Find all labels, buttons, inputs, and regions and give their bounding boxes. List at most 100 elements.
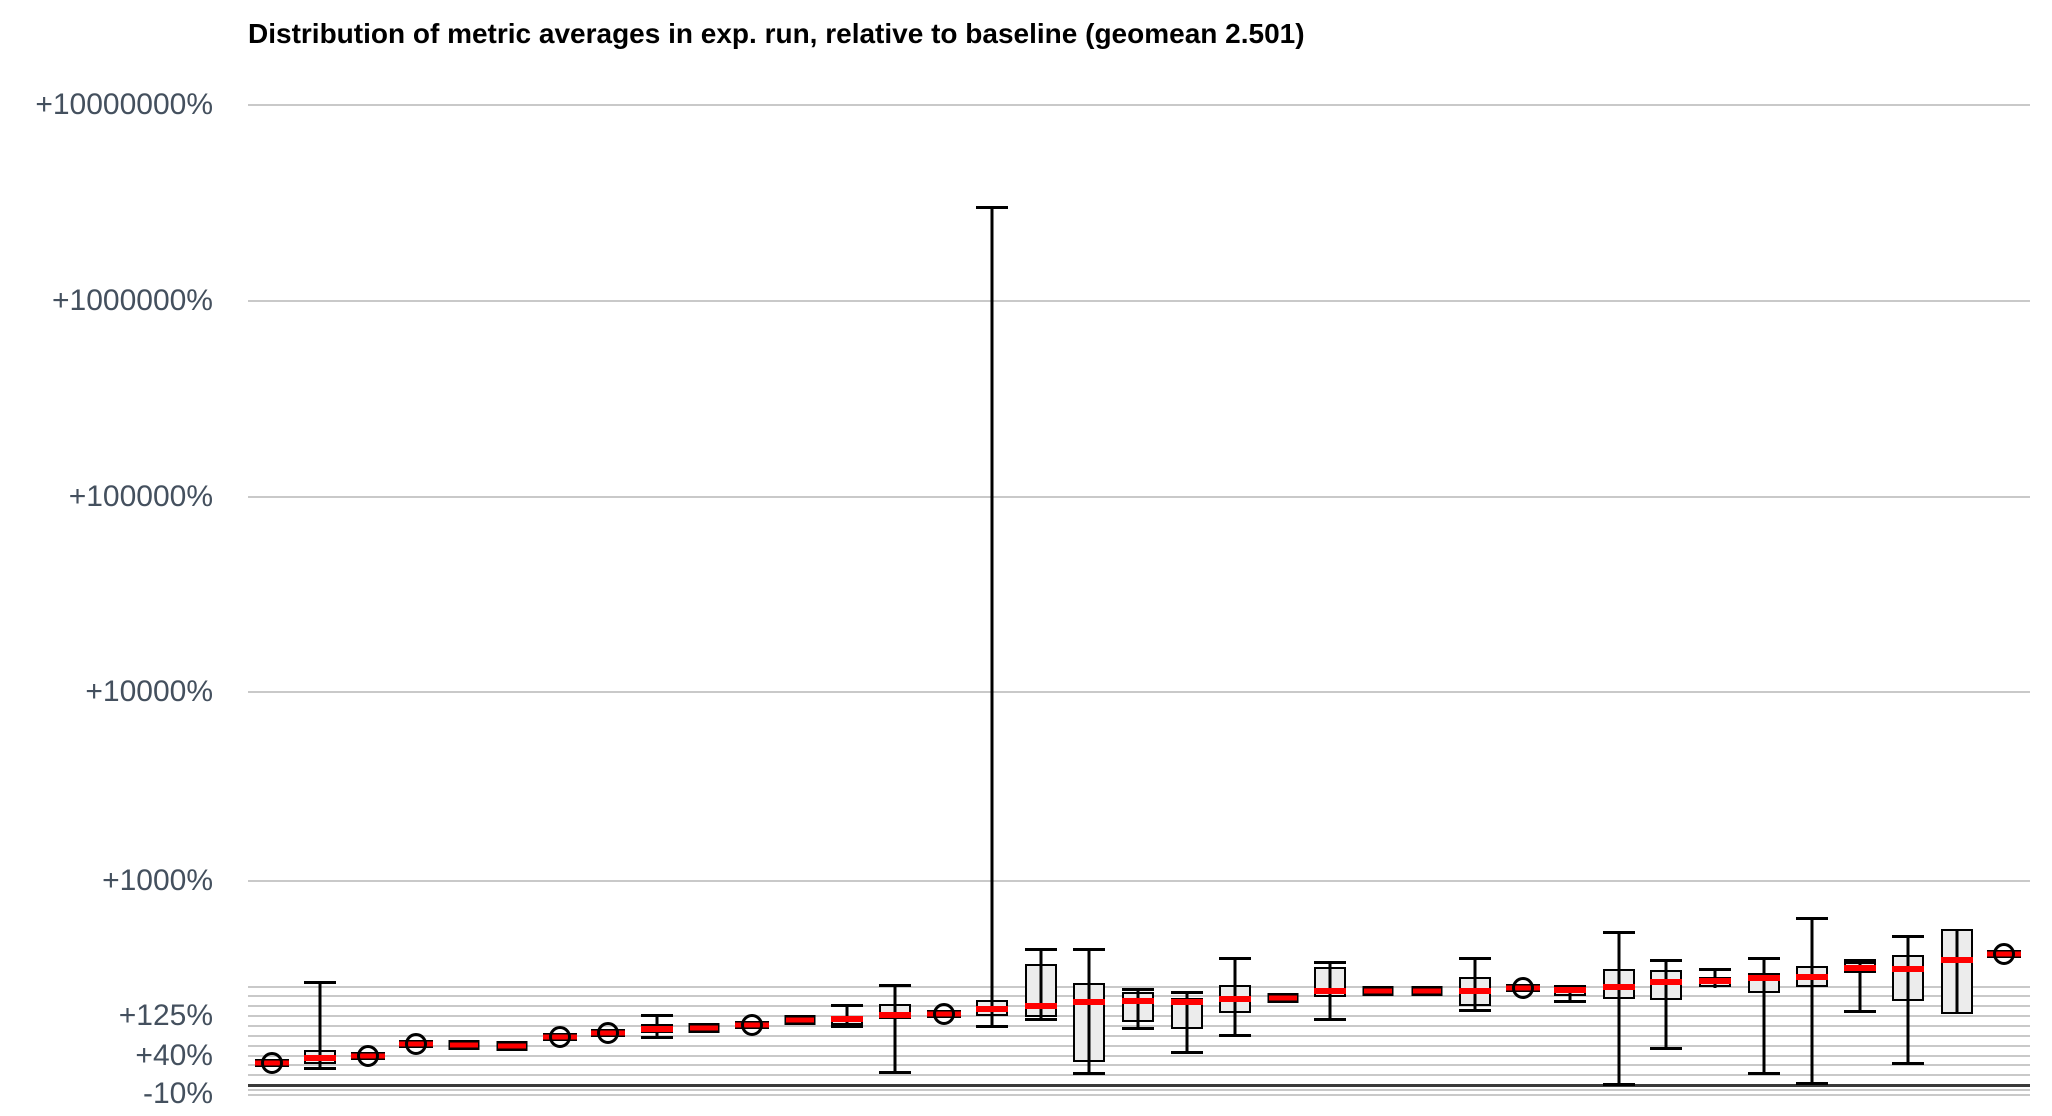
whisker-cap-top <box>1796 917 1828 921</box>
median-line <box>1603 984 1635 991</box>
median-line <box>1796 973 1828 980</box>
median-line <box>1025 1002 1057 1009</box>
whisker-line <box>1185 992 1189 1053</box>
median-line <box>1699 977 1731 984</box>
whisker-cap-top <box>641 1014 673 1018</box>
gridline <box>248 1034 2030 1037</box>
gridline <box>248 1054 2030 1057</box>
y-tick-label: +100000% <box>68 479 213 513</box>
whisker-cap-top <box>1650 958 1682 962</box>
median-line <box>1269 995 1297 1001</box>
median-line <box>1941 957 1973 964</box>
whisker-line <box>1664 960 1668 1049</box>
point-marker <box>1512 977 1534 1000</box>
whisker-cap-bottom <box>1554 999 1586 1003</box>
whisker-cap-bottom <box>879 1070 911 1074</box>
y-tick-label: +1000000% <box>52 283 213 317</box>
whisker-cap-bottom <box>641 1036 673 1040</box>
whisker-cap-top <box>304 980 336 984</box>
point-marker <box>597 1022 619 1045</box>
whisker-line <box>1617 932 1621 1085</box>
whisker-cap-top <box>1699 967 1731 971</box>
gridline <box>248 879 2030 882</box>
whisker-cap-bottom <box>1219 1034 1251 1038</box>
whisker-cap-top <box>1844 958 1876 962</box>
whisker-cap-bottom <box>976 1025 1008 1029</box>
whisker-cap-bottom <box>1603 1082 1635 1086</box>
gridline <box>248 1093 2030 1096</box>
median-line <box>641 1026 673 1033</box>
median-line <box>1364 988 1392 994</box>
whisker-line <box>1858 960 1862 1012</box>
whisker-cap-bottom <box>1844 1010 1876 1014</box>
gridline <box>248 1064 2030 1067</box>
median-line <box>304 1055 336 1062</box>
median-line <box>976 1006 1008 1013</box>
gridline <box>248 985 2030 988</box>
whisker-line <box>1955 929 1959 1015</box>
whisker-cap-top <box>1603 930 1635 934</box>
whisker-cap-top <box>1171 990 1203 994</box>
median-line <box>1892 966 1924 973</box>
whisker-cap-bottom <box>1122 1026 1154 1030</box>
median-line <box>1650 979 1682 986</box>
whisker-cap-top <box>1073 948 1105 952</box>
whisker-cap-bottom <box>1650 1047 1682 1051</box>
whisker-cap-bottom <box>304 1066 336 1070</box>
median-line <box>498 1043 526 1049</box>
whisker-cap-top <box>831 1004 863 1008</box>
whisker-line <box>1473 958 1477 1011</box>
point-marker <box>405 1032 427 1055</box>
whisker-cap-bottom <box>1892 1061 1924 1065</box>
whisker-cap-top <box>1748 956 1780 960</box>
median-line <box>879 1012 911 1019</box>
whisker-cap-bottom <box>1171 1051 1203 1055</box>
y-tick-label: +10000% <box>85 675 213 709</box>
median-line <box>450 1042 478 1048</box>
whisker-line <box>990 207 994 1027</box>
whisker-cap-bottom <box>831 1025 863 1029</box>
median-line <box>1459 987 1491 994</box>
median-line <box>1748 974 1780 981</box>
median-line <box>831 1016 863 1023</box>
median-line <box>1314 987 1346 994</box>
chart-title: Distribution of metric averages in exp. … <box>248 18 1305 49</box>
whisker-cap-bottom <box>1748 1072 1780 1076</box>
point-marker <box>261 1051 283 1074</box>
gridline <box>248 103 2030 106</box>
median-line <box>1171 999 1203 1006</box>
whisker-cap-bottom <box>1025 1017 1057 1021</box>
whisker-cap-top <box>879 984 911 988</box>
point-marker <box>741 1014 763 1037</box>
whisker-cap-top <box>1025 947 1057 951</box>
median-line <box>1413 988 1441 994</box>
whisker-line <box>893 985 897 1073</box>
whisker-line <box>1039 949 1043 1020</box>
median-line <box>1844 965 1876 972</box>
gridline <box>248 495 2030 498</box>
whisker-line <box>1087 949 1091 1074</box>
whisker-cap-bottom <box>1073 1072 1105 1076</box>
gridline <box>248 691 2030 694</box>
gridline <box>248 1074 2030 1077</box>
whisker-line <box>1906 936 1910 1064</box>
zero-baseline <box>248 1083 2030 1087</box>
median-line <box>786 1017 814 1023</box>
y-tick-label: +1000% <box>102 863 213 897</box>
gridline <box>248 299 2030 302</box>
whisker-cap-top <box>1892 934 1924 938</box>
whisker-cap-bottom <box>1459 1009 1491 1013</box>
whisker-cap-bottom <box>1314 1017 1346 1021</box>
median-line <box>1073 999 1105 1006</box>
whisker-cap-top <box>976 205 1008 209</box>
whisker-cap-top <box>1219 957 1251 961</box>
point-marker <box>357 1044 379 1067</box>
point-marker <box>549 1025 571 1048</box>
whisker-line <box>1762 958 1766 1074</box>
y-tick-label: +10000000% <box>35 87 213 121</box>
y-tick-label: +125% <box>118 998 213 1032</box>
median-line <box>1219 995 1251 1002</box>
whisker-cap-top <box>1122 988 1154 992</box>
gridline <box>248 1089 2030 1092</box>
whisker-cap-bottom <box>1796 1081 1828 1085</box>
